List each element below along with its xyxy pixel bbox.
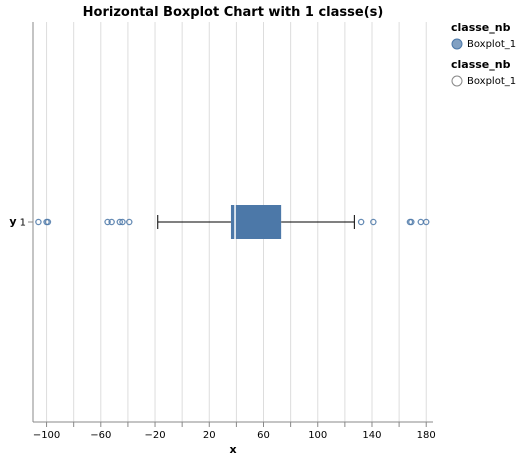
legend-label-2: Boxplot_1 — [467, 76, 516, 87]
x-tick-label: 20 — [203, 430, 216, 441]
x-tick-label: 100 — [308, 430, 327, 441]
y-axis-title: y — [9, 215, 16, 228]
x-axis-title: x — [229, 443, 236, 456]
x-tick-label: −20 — [144, 430, 165, 441]
x-tick-label: 140 — [362, 430, 381, 441]
x-tick-label: 180 — [417, 430, 436, 441]
outlier-point — [35, 218, 42, 226]
outlier-point — [108, 218, 115, 226]
x-tick-label: −100 — [33, 430, 60, 441]
x-tick-label: −60 — [90, 430, 111, 441]
legend-title-2: classe_nb — [451, 58, 511, 71]
outlier-point — [119, 218, 126, 226]
outlier-point — [44, 218, 52, 226]
outlier-point — [417, 218, 425, 226]
outlier-point — [126, 218, 133, 226]
chart-title: Horizontal Boxplot Chart with 1 classe(s… — [83, 5, 384, 20]
outlier-point — [408, 218, 415, 226]
x-axis: −100 −60 −20 20 60 100 140 180 — [33, 422, 436, 441]
outlier-point — [422, 218, 430, 226]
box-marks — [35, 205, 430, 239]
y-axis: 1 — [20, 218, 33, 229]
outlier-point — [104, 218, 111, 226]
iqr-box — [230, 205, 282, 239]
legend: classe_nb Boxplot_1 classe_nb Boxplot_1 — [451, 21, 516, 87]
outlier-point — [357, 218, 365, 226]
x-tick-label: 60 — [257, 430, 270, 441]
legend-label-1: Boxplot_1 — [467, 39, 516, 50]
legend-title-1: classe_nb — [451, 21, 511, 34]
legend-symbol-filled — [451, 38, 463, 50]
outlier-point — [370, 218, 377, 226]
legend-symbol-hollow — [451, 75, 463, 87]
outlier-point — [116, 218, 124, 226]
y-tick-label: 1 — [20, 218, 26, 229]
